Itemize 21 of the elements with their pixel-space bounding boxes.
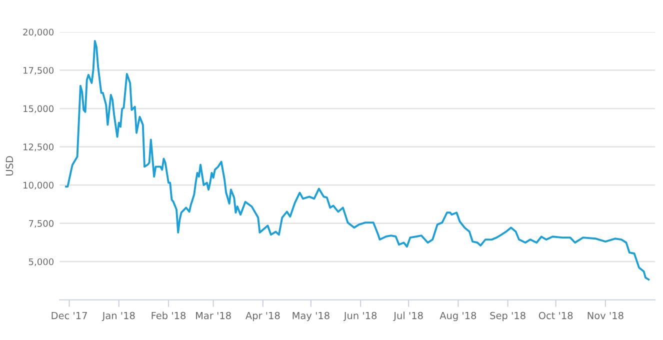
x-tick-label: Dec '17 — [52, 312, 87, 320]
x-tick-label: Jun '18 — [343, 312, 377, 322]
x-tick-label: May '18 — [292, 312, 330, 322]
y-tick-label: 15,000 — [24, 105, 54, 113]
x-tick-label: Nov '18 — [588, 312, 624, 320]
x-tick-label: Apr '18 — [246, 312, 280, 322]
line-series — [65, 40, 650, 280]
y-tick-label: 7,500 — [29, 220, 54, 228]
x-tick-label: Mar '18 — [196, 312, 231, 320]
y-tick-label: 5,000 — [28, 258, 54, 266]
y-tick-label: 17,500 — [24, 66, 54, 75]
x-tick-label: Sep '18 — [490, 312, 526, 322]
x-tick-label: Jan '18 — [102, 312, 135, 322]
x-tick-label: Oct '18 — [538, 312, 573, 320]
x-tick-label: Feb '18 — [152, 312, 186, 320]
x-tick-label: Aug '18 — [440, 312, 476, 322]
y-tick-label: 10,000 — [24, 182, 54, 190]
x-tick-label: Jul '18 — [393, 312, 423, 322]
y-tick-label: 20,000 — [23, 28, 54, 36]
y-axis-title: USD — [6, 156, 14, 176]
y-tick-label: 12,500 — [24, 144, 54, 152]
